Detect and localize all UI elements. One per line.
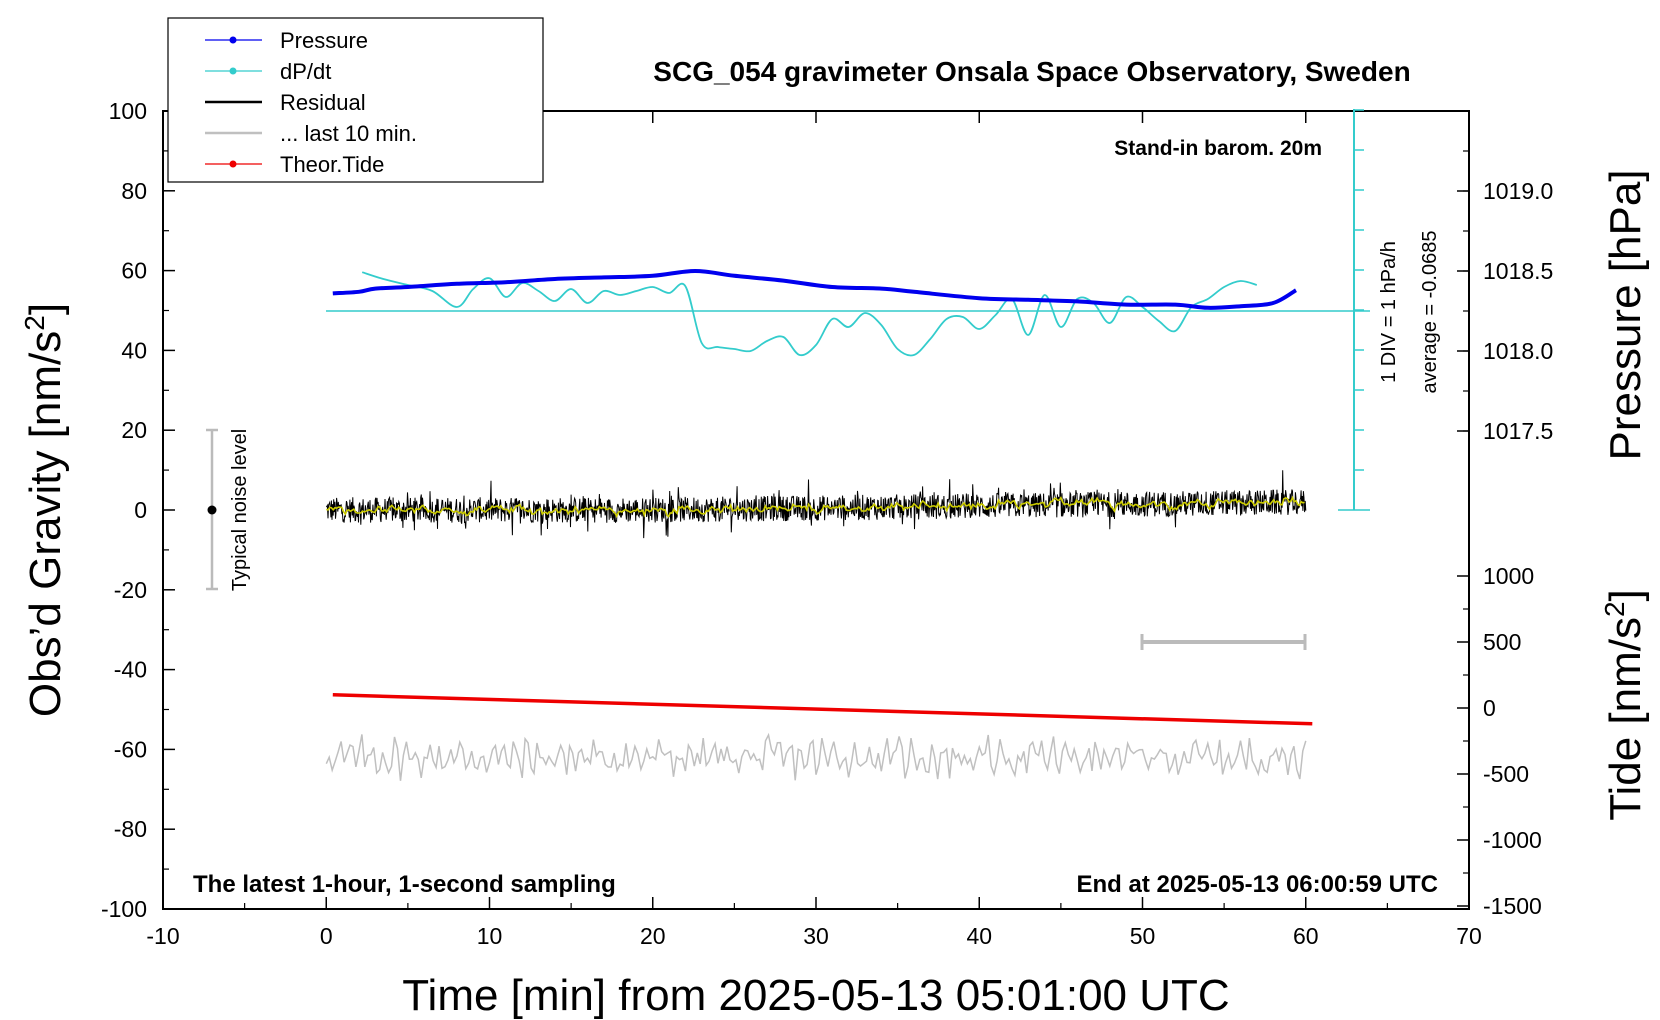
y-axis-tide: 1000 500 0 -500 -1000 -1500 [1457,563,1542,919]
y-axis-title: Obs’d Gravity [nm/s2] [19,303,70,717]
tide-series-line [332,693,1313,726]
x-tick-label: 40 [966,923,992,949]
pressure-tick-label: 1018.5 [1483,258,1553,284]
end-time-note: End at 2025-05-13 06:00:59 UTC [1077,871,1439,898]
x-tick-label: 70 [1456,923,1482,949]
x-tick-label: 20 [640,923,666,949]
y-tick-label: -20 [114,577,147,603]
x-tick-label: -10 [146,923,179,949]
pressure-tick-label: 1019.0 [1483,178,1553,204]
legend-label: Residual [280,90,366,115]
y-tick-label: -100 [101,896,147,922]
x-tick-label: 60 [1293,923,1319,949]
tide-axis-title-sup: 2 [1599,601,1630,617]
x-tick-label: 30 [803,923,829,949]
y-axis-title-sup: 2 [19,315,50,331]
y-axis-pressure: 1019.0 1018.5 1018.0 1017.5 [1457,150,1553,444]
x-tick-label: 0 [320,923,333,949]
dpdt-average-note: average = -0.0685 [1419,231,1441,394]
tide-tick-label: 0 [1483,695,1496,721]
sampling-note: The latest 1-hour, 1-second sampling [193,871,616,898]
residual-smoothed-line [326,495,1305,519]
y-tick-label: 40 [121,337,147,363]
dpdt-series-line [361,271,1258,357]
tide-tick-label: 500 [1483,629,1521,655]
legend-entry: Theor.Tide [205,152,384,177]
tide-axis-title: Tide [nm/s2] [1599,589,1650,821]
pressure-tick-label: 1018.0 [1483,338,1553,364]
legend-entry: dP/dt [205,59,331,84]
x-tick-label: 50 [1130,923,1156,949]
legend-marker [229,36,237,44]
legend-entry: ... last 10 min. [205,121,417,146]
y-axis-gravity: 100 80 60 40 20 0 -20 -40 -60 -80 -100 [101,98,175,922]
y-tick-label: 60 [121,258,147,284]
chart-title: SCG_054 gravimeter Onsala Space Observat… [653,56,1410,87]
y-tick-label: 100 [109,98,147,124]
y-tick-label: 0 [134,497,147,523]
x-axis-title: Time [min] from 2025-05-13 05:01:00 UTC [402,971,1229,1020]
legend: Pressure dP/dt Residual ... last 10 min. The… [167,17,544,183]
legend-label: Theor.Tide [280,152,384,177]
y-tick-label: 20 [121,417,147,443]
x-axis: -10 0 10 20 30 40 50 60 70 [146,111,1482,949]
legend-entry: Residual [205,90,366,115]
dpdt-scale-bar [1338,109,1370,511]
residual-series-line [325,470,1307,539]
x-tick-label: 10 [477,923,503,949]
legend-marker [229,160,237,168]
tide-tick-label: -1000 [1483,827,1542,853]
tide-tick-label: -500 [1483,761,1529,787]
pressure-tick-label: 1017.5 [1483,418,1553,444]
noise-level-indicator [206,428,218,591]
series-layer [325,268,1313,781]
y-axis-title-close: ] [21,303,70,315]
tide-tick-label: -1500 [1483,893,1542,919]
y-tick-label: -40 [114,657,147,683]
pressure-axis-title: Pressure [hPa] [1601,169,1650,460]
legend-marker [229,67,237,75]
last-10-min-bar [1140,634,1307,650]
barometer-note: Stand-in barom. 20m [1114,137,1322,160]
legend-label: Pressure [280,28,368,53]
tide-tick-label: 1000 [1483,563,1534,589]
legend-label: ... last 10 min. [280,121,417,146]
noise-level-label: Typical noise level [229,429,251,591]
y-tick-label: -80 [114,816,147,842]
y-tick-label: 80 [121,178,147,204]
legend-label: dP/dt [280,59,331,84]
legend-entry: Pressure [205,28,368,53]
last-10-min-series-line [325,732,1307,781]
y-tick-label: -60 [114,736,147,762]
pressure-series-line [332,268,1298,310]
tide-axis-title-close: ] [1601,589,1650,601]
dpdt-scale-note: 1 DIV = 1 hPa/h [1378,241,1400,383]
